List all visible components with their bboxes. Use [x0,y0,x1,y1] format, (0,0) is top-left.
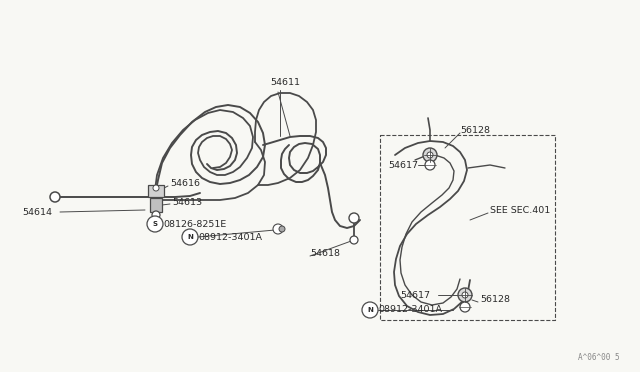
Bar [380,135,555,320]
Circle shape [462,292,468,298]
Circle shape [350,236,358,244]
Circle shape [152,211,160,219]
Circle shape [425,160,435,170]
Text: 54613: 54613 [172,198,202,206]
Text: 54618: 54618 [310,250,340,259]
Circle shape [458,288,472,302]
Text: 08126-8251E: 08126-8251E [163,219,227,228]
Circle shape [362,302,378,318]
Circle shape [460,302,470,312]
Circle shape [182,229,198,245]
Circle shape [273,224,283,234]
Bar [148,185,164,197]
Text: A^06^00 5: A^06^00 5 [579,353,620,362]
Bar [150,198,162,212]
Text: S: S [152,221,157,227]
Circle shape [349,213,359,223]
Circle shape [50,192,60,202]
Circle shape [423,148,437,162]
Text: 56128: 56128 [480,295,510,305]
Text: 54617: 54617 [388,160,418,170]
Text: 08912-3401A: 08912-3401A [198,232,262,241]
Text: 54617: 54617 [400,291,430,299]
Circle shape [427,152,433,158]
Text: 54616: 54616 [170,179,200,187]
Text: 56128: 56128 [460,125,490,135]
Circle shape [279,226,285,232]
Circle shape [147,216,163,232]
Circle shape [153,185,159,191]
Text: N: N [187,234,193,240]
Text: 08912-3401A: 08912-3401A [378,305,442,314]
Text: 54611: 54611 [270,77,300,87]
Text: 54614: 54614 [22,208,52,217]
Text: SEE SEC.401: SEE SEC.401 [490,205,550,215]
Text: N: N [367,307,373,313]
